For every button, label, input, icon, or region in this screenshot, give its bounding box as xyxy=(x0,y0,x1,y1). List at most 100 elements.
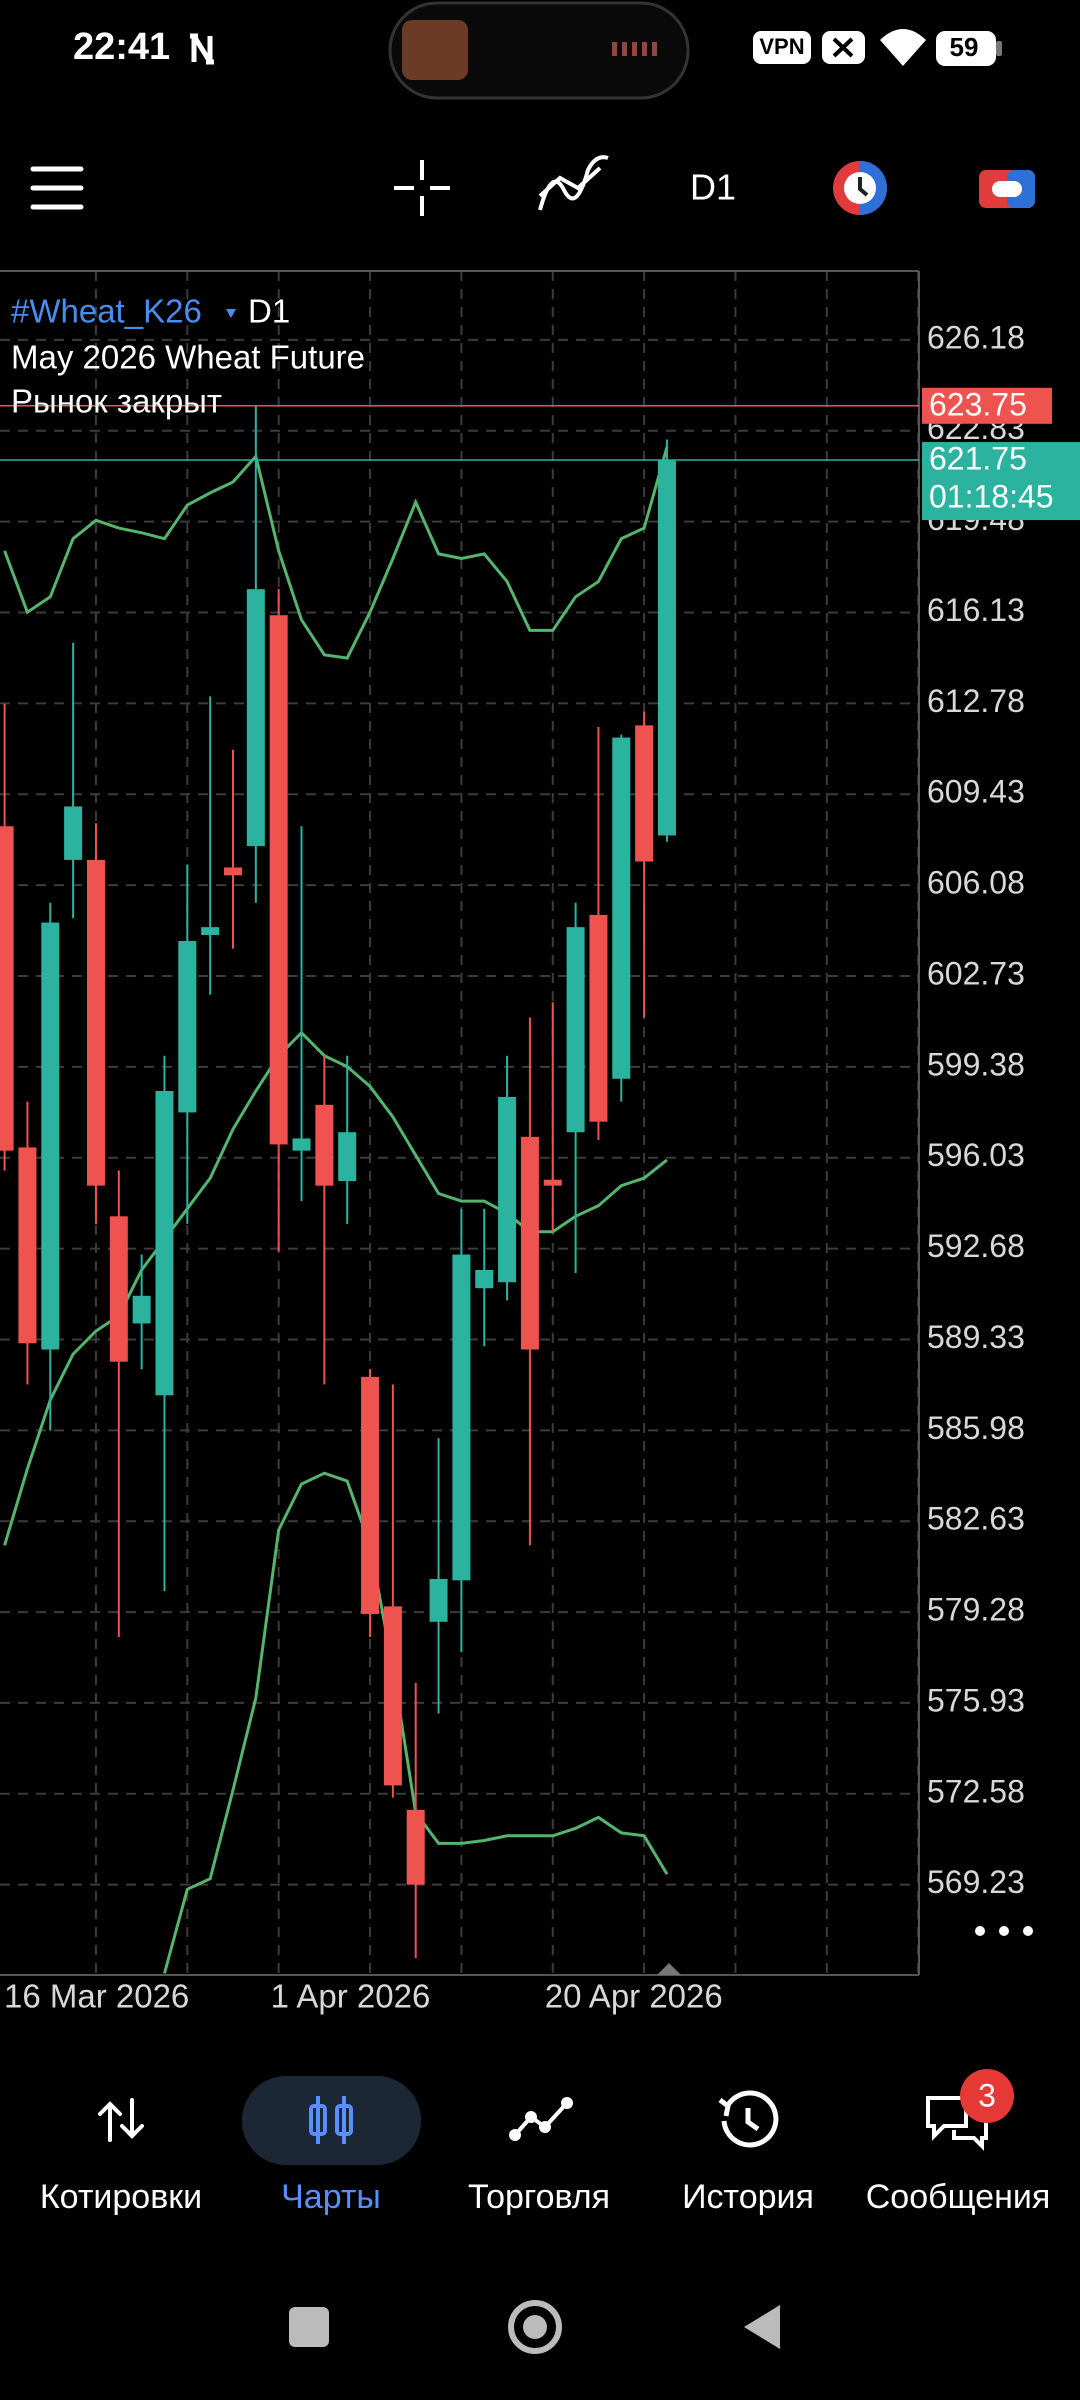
menu-button[interactable] xyxy=(30,166,84,210)
app-icon xyxy=(190,33,214,65)
symbol[interactable]: #Wheat_K26 xyxy=(11,293,202,330)
candle-body xyxy=(520,1136,539,1350)
toolbar: D1 xyxy=(30,155,1035,216)
candle-body xyxy=(498,1096,517,1283)
clock: 22:41 xyxy=(73,26,170,68)
y-tick-label: 626.18 xyxy=(927,319,1025,355)
candle-body xyxy=(18,1147,37,1344)
candle-body xyxy=(86,859,105,1186)
x-tick-label: 16 Mar 2026 xyxy=(4,1978,189,2015)
trade-icon[interactable] xyxy=(509,2097,573,2141)
recents-button[interactable] xyxy=(289,2307,329,2347)
nav-label[interactable]: Чарты xyxy=(281,2178,381,2216)
nav-label[interactable]: Торговля xyxy=(468,2178,610,2216)
messages-badge-count: 3 xyxy=(978,2077,996,2113)
home-button-dot xyxy=(523,2315,547,2339)
messages-badge xyxy=(960,2069,1014,2123)
candle-body xyxy=(178,940,197,1113)
y-tick-label: 582.63 xyxy=(927,1501,1025,1537)
battery-level: 59 xyxy=(950,32,979,62)
trade-clock-button[interactable] xyxy=(833,161,887,215)
candle-body xyxy=(155,1090,174,1396)
y-tick-label: 602.73 xyxy=(927,955,1025,991)
candle-body xyxy=(315,1104,334,1186)
candle-body xyxy=(246,589,265,847)
y-tick-label: 596.03 xyxy=(927,1137,1025,1173)
candle-body xyxy=(406,1809,425,1885)
active-tab-pill xyxy=(242,2076,421,2165)
description: May 2026 Wheat Future xyxy=(11,339,365,376)
candle-body xyxy=(64,806,83,860)
candle-body xyxy=(383,1606,402,1786)
x-tick-label: 1 Apr 2026 xyxy=(271,1978,431,2015)
history-icon[interactable] xyxy=(718,2090,779,2148)
system-nav xyxy=(289,2300,780,2354)
nav-label[interactable]: Котировки xyxy=(40,2178,202,2216)
candle-body xyxy=(201,927,220,936)
home-button[interactable] xyxy=(508,2300,562,2354)
candle-body xyxy=(109,1216,128,1362)
wifi-icon xyxy=(880,29,926,66)
candle-body xyxy=(589,914,608,1122)
island-thumbnail xyxy=(402,20,468,80)
y-tick-label: 589.33 xyxy=(927,1319,1025,1355)
y-tick-label: 606.08 xyxy=(927,865,1025,901)
candles xyxy=(0,405,676,1959)
candle-body xyxy=(132,1295,151,1324)
chart-timeframe: D1 xyxy=(248,293,290,330)
signal-off-icon xyxy=(832,37,854,58)
charts-icon[interactable] xyxy=(309,2096,353,2144)
market-status: Рынок закрыт xyxy=(11,383,222,420)
back-button[interactable] xyxy=(744,2305,780,2349)
y-tick-label: 616.13 xyxy=(927,592,1025,628)
candle-body xyxy=(612,737,631,1079)
candle-body xyxy=(543,1179,562,1186)
bar-countdown: 01:18:45 xyxy=(929,479,1054,515)
chart: 626.18622.83619.48616.13612.78609.43606.… xyxy=(0,270,1080,2015)
bid-tag xyxy=(922,442,1080,521)
symbol-dropdown[interactable] xyxy=(226,309,236,318)
candle-body xyxy=(657,460,676,836)
ask-tag xyxy=(922,387,1052,424)
candle-body xyxy=(338,1132,357,1182)
x-tick-label: 20 Apr 2026 xyxy=(545,1978,723,2015)
nav-label[interactable]: Сообщения xyxy=(866,2178,1051,2216)
candle-body xyxy=(269,615,288,1145)
y-tick-label: 599.38 xyxy=(927,1046,1025,1082)
vpn-badge xyxy=(753,31,811,64)
y-tick-label: 569.23 xyxy=(927,1864,1025,1900)
y-tick-label: 612.78 xyxy=(927,683,1025,719)
y-tick-label: 575.93 xyxy=(927,1682,1025,1718)
candle-body xyxy=(41,922,60,1350)
y-tick-label: 592.68 xyxy=(927,1228,1025,1264)
battery-tip xyxy=(996,41,1002,56)
nav-label[interactable]: История xyxy=(682,2178,814,2216)
battery xyxy=(936,31,996,66)
current-bar-marker xyxy=(657,1963,681,1975)
y-tick-label: 609.43 xyxy=(927,774,1025,810)
vpn-label: VPN xyxy=(759,34,804,59)
candle-body xyxy=(452,1254,471,1581)
quotes-icon[interactable] xyxy=(98,2098,144,2142)
candle-body xyxy=(635,725,654,862)
candle-body xyxy=(224,867,242,876)
candle-body xyxy=(429,1578,448,1622)
timeframe-button[interactable]: D1 xyxy=(690,167,736,208)
bottom-nav: 3 Котировки Чарты Торговля История Сообщ… xyxy=(40,2069,1050,2216)
candle-body xyxy=(566,927,585,1133)
indicators-button[interactable] xyxy=(538,155,609,211)
candle-body xyxy=(361,1376,380,1614)
y-tick-label: 585.98 xyxy=(927,1410,1025,1446)
island-indicator xyxy=(612,42,657,56)
band-line xyxy=(3,446,669,660)
more-button[interactable] xyxy=(975,1926,1033,1936)
crosshair-button[interactable] xyxy=(394,160,450,216)
y-tick-label: 572.58 xyxy=(927,1773,1025,1809)
color-scheme-button[interactable] xyxy=(979,170,1035,208)
ask-price: 623.75 xyxy=(929,386,1027,422)
y-tick-label: 579.28 xyxy=(927,1592,1025,1628)
